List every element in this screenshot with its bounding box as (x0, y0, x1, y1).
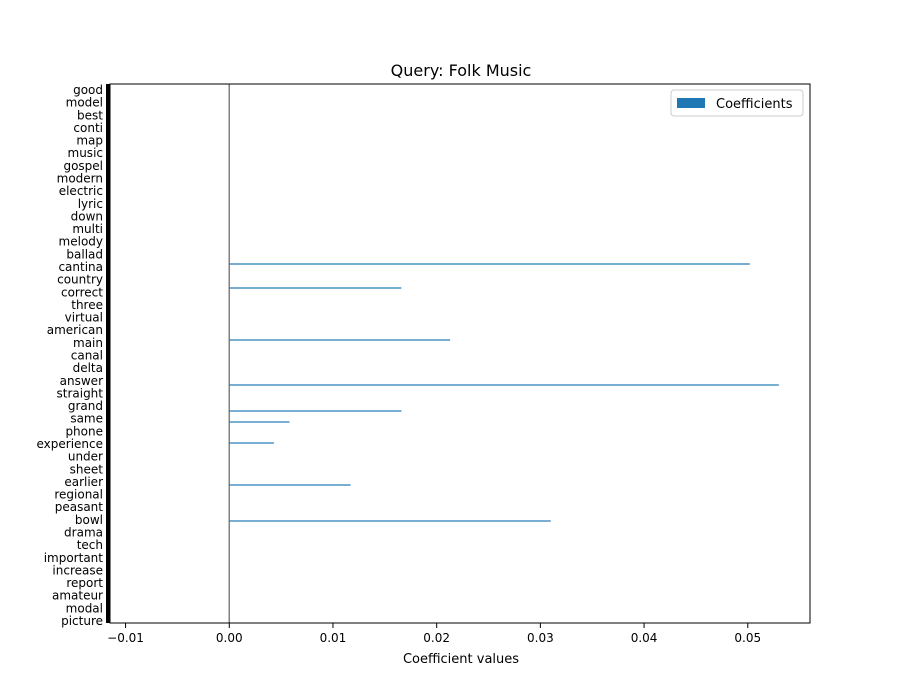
bar (229, 442, 274, 444)
y-tick-labels: goodmodelbestcontimapmusicgospelmodernel… (36, 83, 103, 628)
y-tick-label: report (66, 576, 103, 590)
y-tick-label: map (76, 134, 103, 148)
y-tick-label: lyric (78, 197, 103, 211)
bar (229, 339, 451, 341)
x-tick-label: 0.02 (423, 631, 450, 645)
bar (229, 287, 402, 289)
legend-label: Coefficients (716, 97, 793, 112)
y-tick-label: increase (52, 563, 103, 577)
legend: Coefficients (670, 89, 804, 117)
y-tick-marks (106, 84, 110, 623)
legend-box (670, 89, 804, 117)
bars (229, 263, 779, 522)
y-tick-label: ballad (66, 247, 103, 261)
y-tick-label: main (73, 336, 103, 350)
y-tick-label: picture (61, 614, 103, 628)
y-tick-label: virtual (65, 311, 103, 325)
bar (229, 410, 402, 412)
bar (229, 484, 351, 486)
y-tick-label: under (68, 450, 103, 464)
y-tick-label: modern (57, 172, 103, 186)
x-tick-label: 0.04 (631, 631, 658, 645)
y-tick-label: grand (68, 399, 103, 413)
y-tick-label: electric (59, 184, 103, 198)
y-tick-label: music (68, 146, 103, 160)
y-tick-label: canal (71, 349, 103, 363)
chart-title: Query: Folk Music (391, 61, 532, 80)
y-tick-label: important (44, 551, 104, 565)
plot-area (110, 84, 810, 623)
y-tick-label: amateur (52, 589, 103, 603)
y-tick-label: melody (59, 235, 103, 249)
y-tick-label: good (73, 83, 103, 97)
x-tick-label: 0.05 (734, 631, 761, 645)
y-tick-label: experience (36, 437, 103, 451)
bar (229, 263, 750, 265)
y-tick-label: same (70, 412, 103, 426)
bar (229, 421, 290, 423)
y-tick-label: sheet (70, 462, 104, 476)
y-tick-label: cantina (58, 260, 103, 274)
y-tick-label: correct (61, 285, 103, 299)
y-tick-label: model (66, 96, 103, 110)
y-tick-label: phone (65, 424, 103, 438)
y-tick-label: modal (66, 601, 103, 615)
y-tick-label: conti (73, 121, 103, 135)
x-tick-label: −0.01 (107, 631, 144, 645)
x-axis: −0.01 0.00 0.01 0.02 0.03 0.04 0.05 (107, 623, 761, 645)
y-tick-label: straight (56, 386, 103, 400)
plot-frame (109, 83, 811, 624)
y-tick-label: country (57, 273, 103, 287)
y-tick-band (106, 84, 110, 623)
x-tick-label: 0.03 (527, 631, 554, 645)
x-tick-label: 0.01 (320, 631, 347, 645)
y-tick-label: answer (60, 374, 103, 388)
y-tick-label: best (77, 108, 103, 122)
y-tick-label: earlier (64, 475, 103, 489)
y-tick-label: delta (73, 361, 103, 375)
x-axis-label: Coefficient values (403, 652, 519, 667)
y-tick-label: tech (77, 538, 103, 552)
legend-swatch (677, 98, 705, 108)
bar (229, 520, 551, 522)
y-tick-label: gospel (63, 159, 103, 173)
y-tick-label: down (71, 209, 103, 223)
x-tick-label: 0.00 (216, 631, 243, 645)
y-tick-label: drama (64, 526, 103, 540)
y-tick-label: three (71, 298, 103, 312)
y-tick-label: regional (54, 488, 103, 502)
y-tick-label: peasant (55, 500, 104, 514)
y-tick-label: multi (72, 222, 103, 236)
y-tick-label: bowl (75, 513, 103, 527)
y-tick-label: american (47, 323, 103, 337)
bar (229, 384, 779, 386)
